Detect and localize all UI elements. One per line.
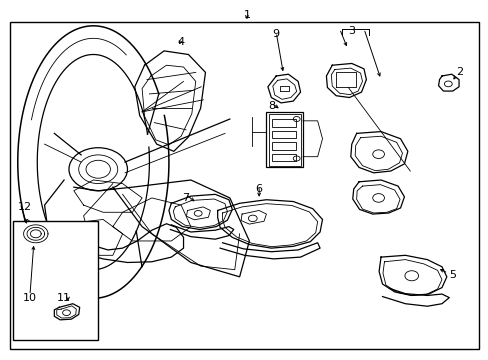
Text: 8: 8 [267, 101, 274, 111]
Bar [13, 221, 98, 339]
Text: 1: 1 [243, 10, 250, 20]
Text: 7: 7 [182, 193, 189, 203]
Text: 4: 4 [177, 37, 184, 46]
Bar [272, 154, 295, 161]
Text: 2: 2 [456, 67, 463, 77]
Text: 12: 12 [18, 202, 32, 212]
Text: 5: 5 [448, 270, 455, 280]
Bar [272, 120, 295, 127]
Text: 3: 3 [347, 26, 355, 36]
Bar [268, 114, 300, 166]
Text: 9: 9 [272, 30, 279, 39]
Text: 10: 10 [23, 293, 37, 303]
Bar [272, 131, 295, 138]
Text: 11: 11 [57, 293, 71, 303]
Bar [272, 142, 295, 149]
Text: 6: 6 [255, 184, 262, 194]
Bar [266, 112, 303, 167]
